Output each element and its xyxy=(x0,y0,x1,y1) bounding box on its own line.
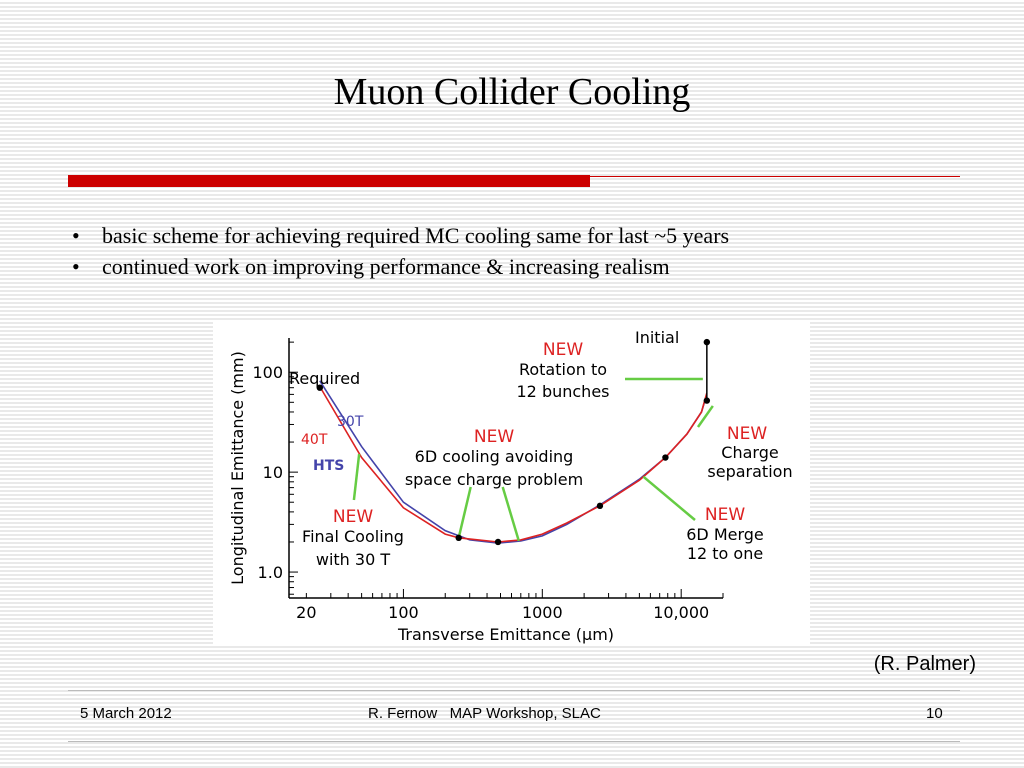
bullet-marker: • xyxy=(72,223,80,248)
data-point-marker xyxy=(316,384,324,391)
final-cooling-label: Final Cooling xyxy=(302,527,404,546)
x-tick-label: 10,000 xyxy=(653,603,709,622)
x-tick-label: 100 xyxy=(388,603,419,622)
bullet-item: • basic scheme for achieving required MC… xyxy=(72,222,729,253)
footer-center: R. Fernow MAP Workshop, SLAC xyxy=(368,705,601,722)
merge-label: 12 to one xyxy=(687,544,763,563)
chart-labels: Transverse Emittance (μm) Longitudinal Em… xyxy=(228,328,793,644)
data-point-marker xyxy=(662,454,669,461)
chart-markers xyxy=(316,338,711,546)
footer-date: 5 March 2012 xyxy=(80,705,172,722)
series-label-40t: 40T xyxy=(301,432,328,448)
callout-line xyxy=(352,453,361,501)
slide-title: Muon Collider Cooling xyxy=(333,71,691,113)
footer-rule xyxy=(68,690,960,691)
final-cooling-label: with 30 T xyxy=(316,550,390,569)
merge-label: 6D Merge xyxy=(686,525,764,544)
y-axis-label: Longitudinal Emittance (mm) xyxy=(228,351,247,585)
y-tick-label: 100 xyxy=(252,363,283,382)
emittance-chart: 20 100 1000 10,000 1.0 10 100 Transverse Emitt… xyxy=(213,322,810,645)
charge-label: Charge xyxy=(721,443,778,462)
chart-ticks: 20 100 1000 10,000 1.0 10 100 xyxy=(252,341,724,622)
data-point-marker xyxy=(494,538,502,546)
series-line-40t xyxy=(319,386,708,543)
title-accent-bar xyxy=(68,175,590,187)
chart-callouts xyxy=(352,342,714,542)
callout-line xyxy=(501,486,520,542)
series-label-hts: HTS xyxy=(313,458,344,474)
x-tick-label: 20 xyxy=(296,603,316,622)
rotation-label: 12 bunches xyxy=(517,382,610,401)
footer-page-number: 10 xyxy=(926,705,943,722)
title-accent-line xyxy=(590,176,960,177)
footer-rule xyxy=(68,741,960,742)
callout-line xyxy=(696,405,714,428)
initial-label: Initial xyxy=(635,328,679,347)
bullet-text: basic scheme for achieving required MC c… xyxy=(102,223,730,248)
bullet-marker: • xyxy=(72,254,80,279)
callout-line xyxy=(642,475,696,521)
bullet-item: • continued work on improving performanc… xyxy=(72,253,729,284)
y-tick-label: 1.0 xyxy=(258,563,283,582)
data-point-marker xyxy=(703,397,711,404)
chart-curves xyxy=(319,380,708,544)
bullet-text: continued work on improving performance … xyxy=(102,254,670,279)
required-label: Required xyxy=(289,369,360,388)
emittance-chart-svg: 20 100 1000 10,000 1.0 10 100 Transverse Emitt… xyxy=(228,328,793,644)
x-tick-label: 1000 xyxy=(522,603,563,622)
sixd-label: 6D cooling avoiding xyxy=(415,447,574,466)
data-point-marker xyxy=(596,502,604,510)
bullet-list: • basic scheme for achieving required MC… xyxy=(72,222,729,284)
new-label: NEW xyxy=(543,340,583,360)
data-point-marker xyxy=(703,338,711,346)
figure-credit: (R. Palmer) xyxy=(873,653,976,675)
new-label: NEW xyxy=(727,424,767,444)
charge-label: separation xyxy=(707,462,792,481)
new-label: NEW xyxy=(705,505,745,525)
series-label-30t: 30T xyxy=(337,414,364,430)
data-point-marker xyxy=(455,534,462,542)
callout-line xyxy=(457,486,472,539)
new-label: NEW xyxy=(333,507,373,527)
x-axis-label: Transverse Emittance (μm) xyxy=(397,625,614,644)
y-tick-label: 10 xyxy=(263,463,283,482)
rotation-label: Rotation to xyxy=(519,360,607,379)
new-label: NEW xyxy=(474,427,514,447)
sixd-label: space charge problem xyxy=(405,470,583,489)
